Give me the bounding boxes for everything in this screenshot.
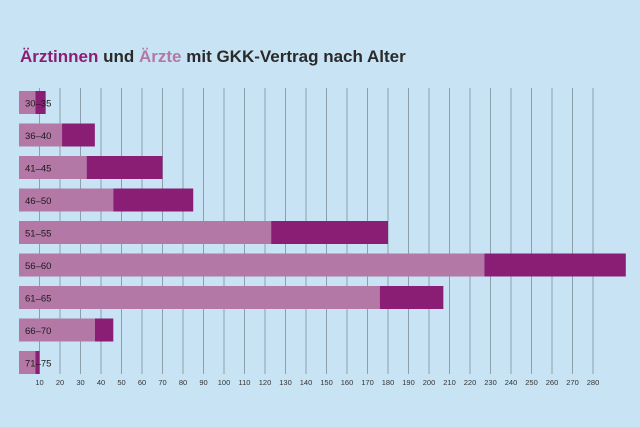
x-tick-label-30: 30	[76, 378, 84, 387]
x-tick-label-280: 280	[587, 378, 600, 387]
x-tick-label-90: 90	[199, 378, 207, 387]
title-aerztinnen: Ärztinnen	[20, 47, 99, 66]
category-label-66–70: 66–70	[25, 326, 51, 337]
bar-56–60-aerztinnen	[484, 253, 626, 277]
bar-30–35-aerzte	[19, 91, 36, 114]
x-tick-label-130: 130	[279, 378, 292, 387]
x-tick-label-210: 210	[443, 378, 456, 387]
category-label-71–75: 71–75	[25, 359, 51, 370]
x-tick-label-120: 120	[259, 378, 272, 387]
x-tick-label-220: 220	[464, 378, 477, 387]
x-tick-label-160: 160	[341, 378, 354, 387]
bar-36–40-aerztinnen	[62, 123, 95, 147]
x-tick-label-190: 190	[402, 378, 415, 387]
chart-title: Ärztinnen und Ärzte mit GKK-Vertrag nach…	[20, 47, 406, 67]
category-label-61–65: 61–65	[25, 294, 51, 305]
category-label-46–50: 46–50	[25, 196, 51, 207]
x-tick-label-270: 270	[566, 378, 579, 387]
x-tick-label-10: 10	[35, 378, 43, 387]
x-tick-label-150: 150	[320, 378, 333, 387]
x-tick-label-170: 170	[361, 378, 374, 387]
category-label-41–45: 41–45	[25, 164, 51, 175]
bar-61–65-aerzte	[19, 286, 380, 309]
x-tick-label-100: 100	[218, 378, 231, 387]
bar-56–60-aerzte	[19, 253, 485, 277]
bar-36–40-aerzte	[19, 123, 63, 147]
x-tick-label-20: 20	[56, 378, 64, 387]
bar-46–50-aerzte	[19, 188, 114, 212]
bar-71–75-aerzte	[19, 351, 36, 374]
bar-41–45-aerztinnen	[86, 156, 163, 179]
x-tick-label-50: 50	[117, 378, 125, 387]
x-tick-label-230: 230	[484, 378, 497, 387]
title-und: und	[98, 47, 139, 66]
x-tick-label-240: 240	[505, 378, 518, 387]
x-tick-label-140: 140	[300, 378, 313, 387]
title-rest: mit GKK-Vertrag nach Alter	[181, 47, 406, 66]
x-tick-label-70: 70	[158, 378, 166, 387]
x-tick-label-260: 260	[546, 378, 559, 387]
x-tick-label-110: 110	[239, 378, 251, 387]
bar-30–35-aerztinnen	[35, 91, 46, 114]
category-label-51–55: 51–55	[25, 229, 51, 240]
bar-61–65-aerztinnen	[379, 286, 444, 309]
x-tick-label-180: 180	[382, 378, 395, 387]
x-tick-label-250: 250	[525, 378, 538, 387]
x-tick-label-60: 60	[138, 378, 146, 387]
category-label-56–60: 56–60	[25, 261, 51, 272]
category-label-36–40: 36–40	[25, 131, 51, 142]
title-aerzte: Ärzte	[139, 47, 182, 66]
x-tick-label-40: 40	[97, 378, 105, 387]
x-tick-label-200: 200	[423, 378, 436, 387]
x-tick-label-80: 80	[179, 378, 187, 387]
bar-66–70-aerzte	[19, 318, 95, 342]
bar-41–45-aerzte	[19, 156, 87, 179]
bar-71–75-aerztinnen	[35, 351, 40, 374]
bar-51–55-aerzte	[19, 221, 272, 244]
bar-66–70-aerztinnen	[94, 318, 114, 342]
bar-46–50-aerztinnen	[113, 188, 194, 212]
bar-51–55-aerztinnen	[271, 221, 388, 244]
category-label-30–35: 30–35	[25, 99, 51, 110]
